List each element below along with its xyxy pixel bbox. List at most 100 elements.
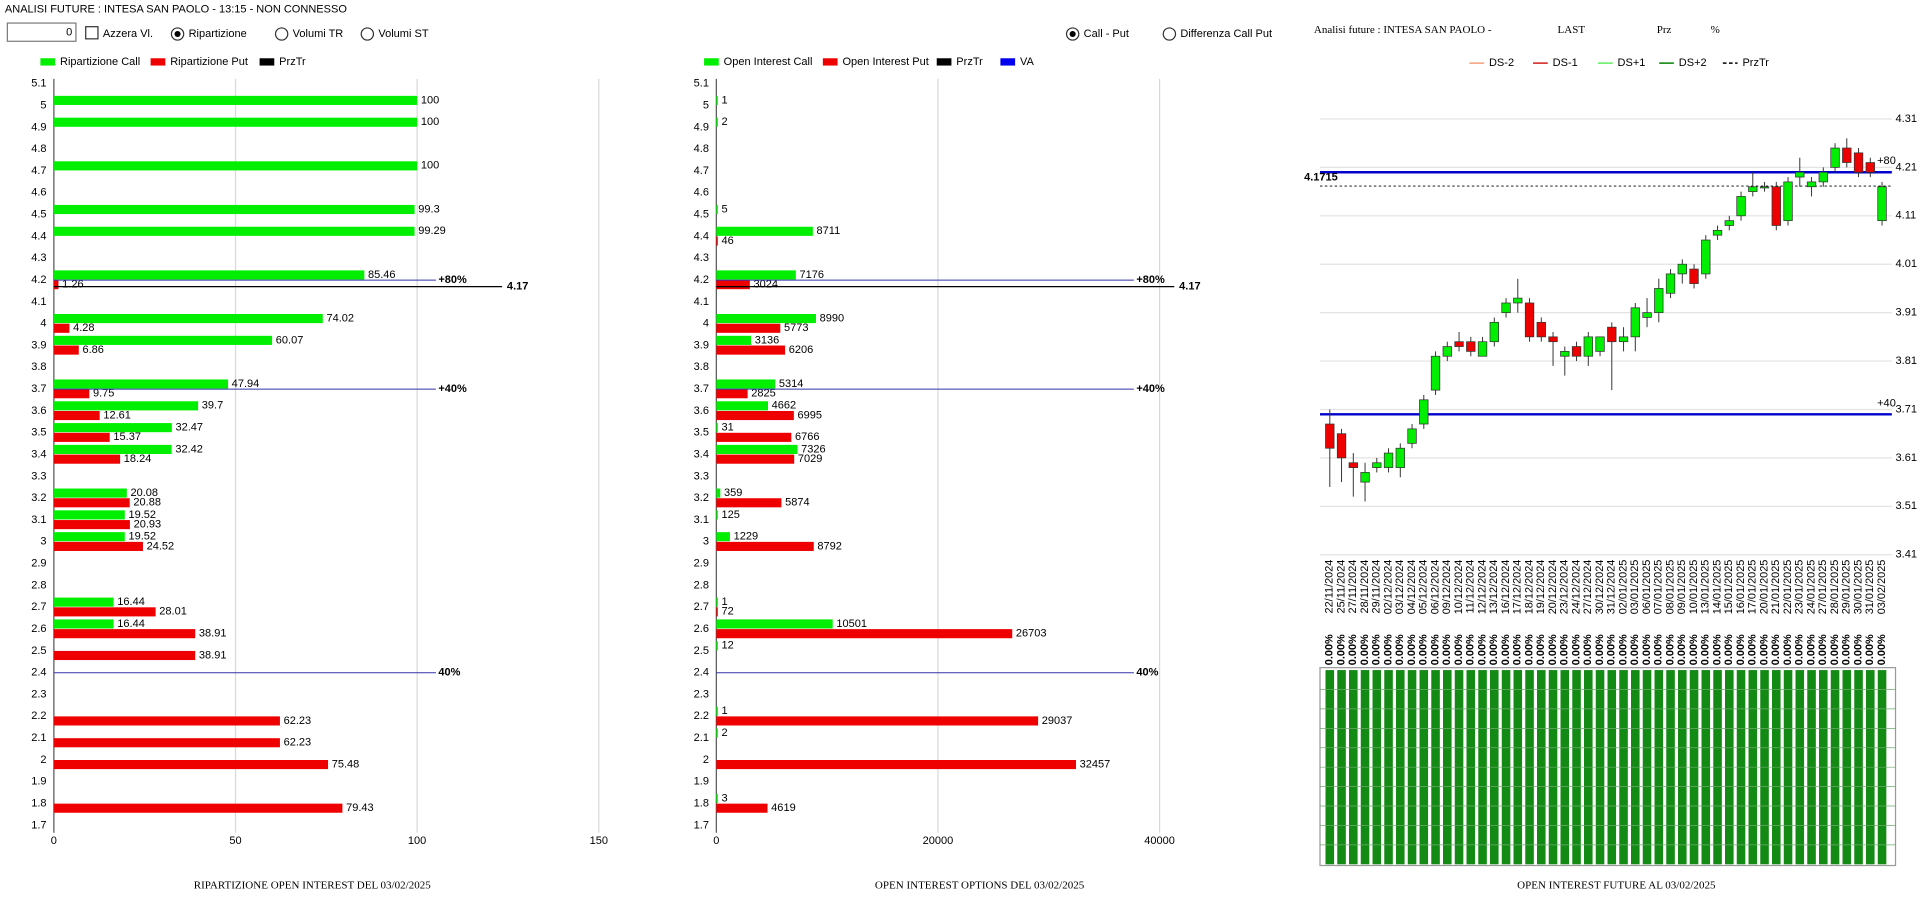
x-tick-label: 13/01/2025: [1700, 560, 1712, 615]
bar: [716, 760, 1077, 770]
y-tick-label: 1.9: [31, 776, 46, 788]
radio-label: Volumi TR: [293, 28, 344, 40]
percent-label: 0.00%: [1770, 634, 1782, 665]
bar: [53, 444, 172, 454]
bar: [53, 650, 196, 661]
y-tick-label: 4.21: [1896, 161, 1917, 173]
y-tick-label: 4.01: [1896, 258, 1917, 270]
bar: [53, 270, 365, 280]
value-label: 100: [421, 160, 439, 172]
y-tick-label: 3.4: [694, 449, 709, 461]
x-tick-label: 28/11/2024: [1359, 560, 1371, 614]
counter-value: 0: [66, 27, 72, 39]
bar: [716, 226, 813, 236]
bar: [716, 345, 786, 355]
bar: [716, 619, 833, 629]
y-tick-label: 3: [40, 536, 46, 548]
y-tick-label: 4.5: [694, 209, 709, 221]
checkbox[interactable]: [85, 26, 99, 40]
y-tick-label: 2: [40, 754, 46, 766]
bar: [53, 314, 323, 324]
value-label: 62.23: [284, 737, 312, 749]
value-label: 46: [721, 235, 733, 247]
bar: [53, 541, 143, 551]
value-label: 5314: [779, 378, 804, 390]
y-tick-label: 4.6: [694, 187, 709, 199]
y-tick-label: 2.8: [694, 579, 709, 591]
x-tick-label: 22/01/2025: [1782, 560, 1794, 615]
percent-label: 0.00%: [1876, 634, 1888, 665]
candle-body: [1466, 341, 1476, 352]
y-tick-label: 4.3: [31, 252, 46, 264]
x-tick-label: 31/01/2025: [1864, 560, 1876, 615]
y-tick-label: 1.9: [694, 776, 709, 788]
percent-label: 0.00%: [1653, 634, 1665, 665]
bar: [53, 432, 110, 442]
bar: [53, 389, 90, 399]
candle-body: [1501, 302, 1511, 314]
value-label: 3136: [755, 334, 780, 346]
percent-label: 0.00%: [1664, 634, 1676, 665]
percent-label: 0.00%: [1735, 634, 1747, 665]
y-tick-label: 4.11: [1896, 210, 1917, 222]
percent-label: 0.00%: [1359, 634, 1371, 665]
y-tick-label: 4.2: [31, 274, 46, 286]
value-label: 100: [421, 116, 439, 128]
y-tick-label: 3.7: [694, 383, 709, 395]
bar: [53, 95, 418, 105]
candle-body: [1630, 307, 1640, 338]
value-label: 4619: [771, 802, 796, 814]
x-tick-label: 18/12/2024: [1523, 560, 1535, 615]
bar: [53, 345, 79, 355]
percent-label: 0.00%: [1488, 634, 1500, 665]
y-tick-label: 4.9: [694, 121, 709, 133]
y-tick-label: 4.7: [31, 165, 46, 177]
bar: [716, 423, 718, 433]
percent-label: 0.00%: [1641, 634, 1653, 665]
candle-body: [1430, 355, 1441, 391]
value-label: 32457: [1080, 758, 1111, 770]
y-tick-label: 4.1: [694, 296, 709, 308]
bar: [716, 793, 718, 804]
value-label: 125: [721, 509, 739, 521]
bar: [716, 401, 768, 411]
value-label: 6995: [798, 409, 823, 421]
legend-label: PrzTr: [279, 56, 306, 68]
radio-button[interactable]: [274, 27, 289, 41]
y-tick-label: 3.81: [1896, 355, 1917, 367]
percent-label: 0.00%: [1347, 634, 1359, 665]
value-label: 6766: [795, 431, 820, 443]
legend-label: Ripartizione Call: [60, 56, 140, 68]
level-label: +40%: [438, 383, 467, 395]
legend-swatch: [150, 58, 166, 66]
value-label: 19.52: [128, 509, 156, 521]
y-tick-label: 3.41: [1896, 549, 1917, 561]
y-tick-label: 3.8: [694, 361, 709, 373]
y-tick-label: 2.5: [31, 645, 46, 657]
x-tick-label: 30/12/2024: [1594, 560, 1606, 615]
legend-swatch: [822, 58, 838, 66]
bar: [716, 117, 718, 127]
percent-label: 0.00%: [1758, 634, 1770, 665]
y-tick-label: 4.9: [31, 121, 46, 133]
y-tick-label: 5.1: [694, 78, 709, 90]
bar: [53, 379, 229, 389]
radio-button[interactable]: [1162, 27, 1177, 41]
x-tick-label: 16/01/2025: [1735, 560, 1747, 615]
x-tick-label: 13/12/2024: [1488, 560, 1500, 615]
radio-button[interactable]: [360, 27, 375, 41]
value-label: 7326: [801, 443, 826, 455]
x-tick-label: 07/01/2025: [1653, 560, 1665, 615]
bar: [716, 607, 718, 617]
candle-body: [1877, 186, 1887, 222]
bar: [716, 803, 768, 813]
candle-body: [1665, 273, 1676, 294]
y-tick-label: 3.5: [694, 427, 709, 439]
percent-label: 0.00%: [1406, 634, 1418, 665]
x-tick-label: 14/01/2025: [1711, 560, 1723, 615]
candle-body: [1571, 346, 1582, 357]
value-label: 24.52: [147, 540, 175, 552]
counter-input[interactable]: [6, 22, 77, 42]
radio-label: Ripartizione: [189, 28, 247, 40]
y-tick-label: 1.7: [31, 819, 46, 831]
